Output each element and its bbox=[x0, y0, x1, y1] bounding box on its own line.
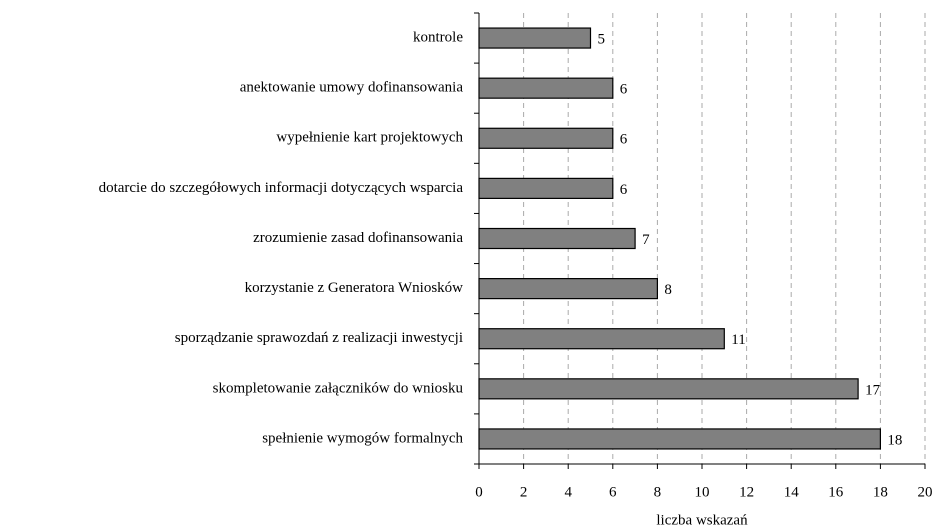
bar bbox=[478, 227, 636, 250]
bar bbox=[478, 77, 614, 99]
x-tick-label: 18 bbox=[873, 484, 888, 500]
bar bbox=[478, 378, 859, 400]
y-tick-label: kontrole bbox=[413, 29, 463, 45]
x-tick-label: 14 bbox=[784, 484, 800, 500]
y-tick-label: spełnienie wymogów formalnych bbox=[262, 430, 463, 446]
bar bbox=[478, 328, 725, 350]
y-tick-label: korzystanie z Generatora Wniosków bbox=[245, 280, 464, 296]
x-tick-label: 8 bbox=[654, 484, 662, 500]
value-label: 18 bbox=[887, 432, 902, 448]
bar bbox=[478, 27, 592, 49]
x-axis-label: liczba wskazań bbox=[656, 512, 748, 528]
y-tick-label: zrozumienie zasad dofinansowania bbox=[253, 230, 463, 246]
value-label: 6 bbox=[620, 82, 628, 98]
x-tick-label: 20 bbox=[918, 484, 933, 500]
value-label: 6 bbox=[620, 132, 628, 148]
x-tick-label: 4 bbox=[564, 484, 572, 500]
x-tick-label: 6 bbox=[609, 484, 617, 500]
y-tick-label: wypełnienie kart projektowych bbox=[276, 130, 463, 146]
bar bbox=[478, 428, 881, 450]
x-tick-label: 2 bbox=[520, 484, 528, 500]
bar bbox=[478, 278, 658, 300]
y-tick-label: dotarcie do szczegółowych informacji dot… bbox=[99, 180, 464, 196]
x-tick-label: 16 bbox=[828, 484, 844, 500]
y-tick-label: skompletowanie załączników do wniosku bbox=[213, 380, 464, 396]
bar bbox=[478, 127, 614, 149]
value-label: 5 bbox=[598, 31, 606, 47]
x-tick-label: 12 bbox=[739, 484, 754, 500]
value-label: 17 bbox=[865, 382, 881, 398]
y-tick-label: anektowanie umowy dofinansowania bbox=[240, 80, 464, 96]
value-label: 6 bbox=[620, 182, 628, 198]
value-label: 8 bbox=[664, 282, 672, 298]
bar bbox=[478, 177, 614, 199]
x-tick-label: 0 bbox=[475, 484, 483, 500]
value-label: 11 bbox=[731, 332, 745, 348]
x-tick-label: 10 bbox=[695, 484, 710, 500]
y-tick-label: sporządzanie sprawozdań z realizacji inw… bbox=[175, 330, 463, 346]
value-label: 7 bbox=[642, 232, 650, 248]
